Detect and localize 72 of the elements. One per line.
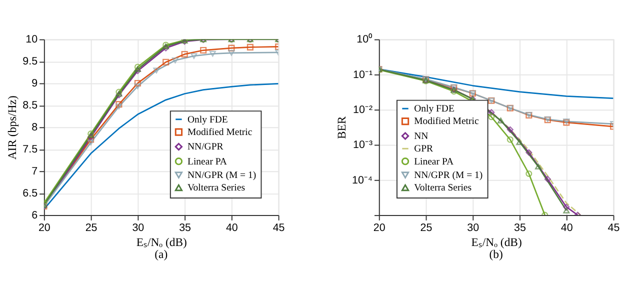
x-tick-label: 20 bbox=[373, 222, 386, 234]
point bbox=[516, 139, 523, 145]
y-tick-label: 8 bbox=[32, 122, 38, 134]
point bbox=[544, 176, 551, 182]
point bbox=[488, 114, 495, 120]
point bbox=[116, 101, 122, 108]
point bbox=[535, 164, 542, 170]
x-tick-label: 40 bbox=[226, 222, 238, 234]
legend-label: Linear PA bbox=[188, 156, 227, 168]
y-tick-label: 10⁻³ bbox=[353, 139, 373, 152]
y-tick-label: 10⁻⁴ bbox=[352, 174, 373, 186]
y-tick-label: 10⁰ bbox=[356, 32, 373, 46]
y-tick-label: 10 bbox=[26, 34, 38, 46]
legend-label: Only FDE bbox=[188, 114, 228, 126]
legend-label: Modified Metric bbox=[414, 116, 480, 128]
point bbox=[526, 170, 532, 177]
x-tick-label: 20 bbox=[38, 222, 50, 234]
y-axis-title: AIR (bps/Hz) bbox=[6, 96, 19, 160]
point bbox=[162, 58, 170, 66]
x-axis-title: Eₛ/Nₒ (dB) bbox=[471, 236, 522, 249]
point bbox=[246, 44, 254, 50]
legend-label: NN/GPR (M = 1) bbox=[188, 170, 256, 181]
x-tick-label: 30 bbox=[467, 222, 480, 234]
x-tick-label: 25 bbox=[420, 222, 432, 234]
point bbox=[506, 126, 514, 133]
point bbox=[181, 50, 188, 58]
point bbox=[116, 104, 122, 110]
x-tick-label: 40 bbox=[560, 222, 573, 234]
point bbox=[563, 208, 570, 214]
x-tick-label: 30 bbox=[132, 222, 144, 234]
legend-label: Only FDE bbox=[414, 104, 454, 115]
point bbox=[228, 50, 235, 56]
point bbox=[153, 68, 160, 74]
legend-label: GPR bbox=[414, 144, 434, 155]
point bbox=[563, 204, 570, 210]
x-tick-label: 35 bbox=[514, 222, 526, 234]
y-tick-label: 6.5 bbox=[22, 188, 38, 200]
legend-label: NN/GPR (M = 1) bbox=[414, 170, 483, 181]
y-tick-label: 10⁻¹ bbox=[353, 68, 373, 81]
legend-label: Modified Metric bbox=[188, 126, 253, 138]
x-tick-label: 45 bbox=[272, 222, 285, 234]
point bbox=[228, 44, 235, 52]
point bbox=[200, 47, 207, 54]
y-tick-label: 8.5 bbox=[22, 100, 38, 112]
text: (b) bbox=[489, 248, 504, 262]
point bbox=[526, 149, 532, 156]
y-tick-label: 9 bbox=[32, 78, 38, 90]
y-tick-label: 7 bbox=[32, 166, 38, 178]
legend-label: Volterra Series bbox=[414, 182, 472, 194]
y-tick-label: 6 bbox=[32, 209, 38, 222]
point bbox=[488, 109, 495, 116]
x-tick-label: 35 bbox=[179, 222, 192, 234]
y-axis-title: BER bbox=[335, 116, 348, 140]
point bbox=[134, 80, 141, 86]
x-tick-label: 45 bbox=[608, 222, 620, 234]
x-tick-label: 25 bbox=[85, 222, 98, 234]
y-tick-label: 10⁻² bbox=[353, 104, 373, 116]
y-tick-label: 9.5 bbox=[22, 56, 38, 68]
x-axis-title: Eₛ/Nₒ (dB) bbox=[136, 236, 188, 249]
y-tick-label: 7.5 bbox=[22, 144, 38, 156]
point bbox=[498, 118, 504, 124]
point bbox=[190, 53, 198, 59]
text: (a) bbox=[154, 248, 168, 262]
point bbox=[172, 57, 178, 64]
legend-label: NN bbox=[414, 130, 428, 142]
point bbox=[209, 50, 216, 57]
point bbox=[506, 136, 514, 143]
point bbox=[134, 83, 141, 90]
legend-label: NN/GPR bbox=[188, 142, 224, 153]
point bbox=[88, 140, 94, 146]
legend-label: Volterra Series bbox=[188, 182, 246, 194]
legend-label: Linear PA bbox=[414, 156, 454, 168]
